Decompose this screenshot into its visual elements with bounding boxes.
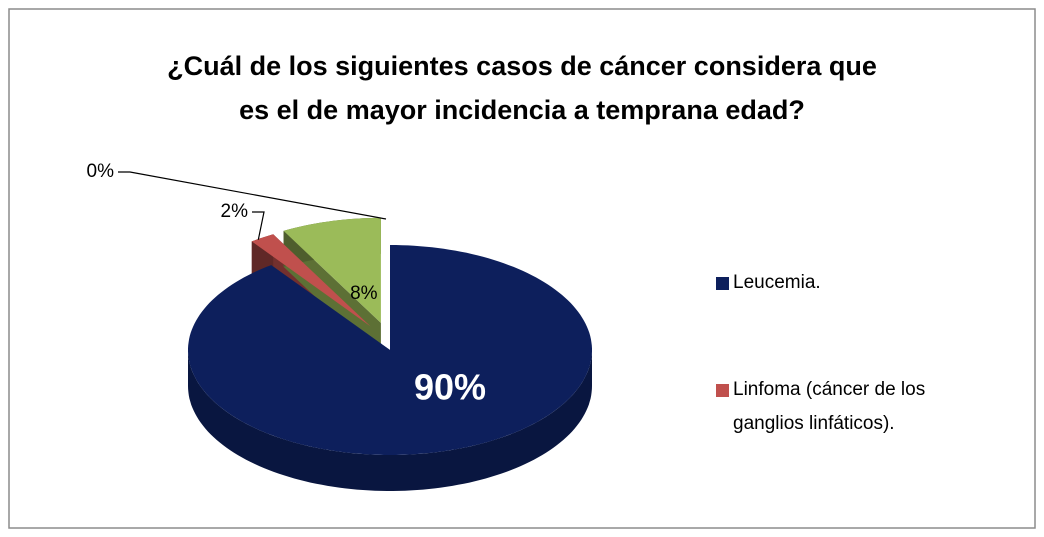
slice-side xyxy=(188,350,592,491)
legend-label: Linfoma (cáncer de los ganglios linfátic… xyxy=(733,379,926,434)
leader-line xyxy=(118,171,387,220)
chart-title: ¿Cuál de los siguientes casos de cáncer … xyxy=(167,51,877,125)
data-label: 2% xyxy=(221,201,249,222)
data-label: 8% xyxy=(350,283,378,304)
slice xyxy=(251,234,371,327)
slice xyxy=(283,217,381,323)
data-label: 90% xyxy=(414,367,486,408)
legend-swatch xyxy=(716,277,729,290)
leader-line xyxy=(252,211,265,240)
legend-swatch xyxy=(716,384,729,397)
slice xyxy=(188,245,592,455)
legend-label: Leucemia. xyxy=(733,272,821,293)
data-label: 0% xyxy=(87,161,115,182)
